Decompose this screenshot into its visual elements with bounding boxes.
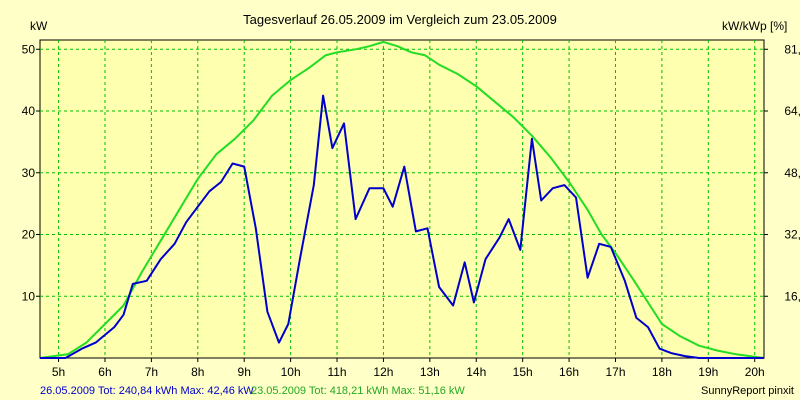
x-tick-label: 10h (281, 365, 301, 379)
y-tick-label-left: 30 (22, 166, 36, 180)
x-tick-label: 6h (98, 365, 111, 379)
x-tick-label: 5h (52, 365, 65, 379)
footer-credit: SunnyReport pinxit (701, 385, 794, 397)
y-tick-label-right: 16,2 (784, 289, 800, 303)
series-line-26052009 (40, 94, 764, 359)
x-tick-label: 19h (698, 365, 718, 379)
y-tick-label-right: 48,6 (784, 166, 800, 180)
series-line-23052009 (39, 40, 765, 359)
x-tick-label: 13h (420, 365, 440, 379)
y-tick-label-right: 81,1 (784, 42, 800, 56)
y-tick-label-left: 40 (22, 104, 36, 118)
series (39, 40, 765, 359)
x-tick-label: 11h (327, 365, 346, 379)
footer-series1-summary: 26.05.2009 Tot: 240,84 kWh Max: 42,46 kW (40, 385, 254, 397)
x-tick-label: 8h (191, 365, 204, 379)
axes: 5h 6h 7h 8h 9h 10h 11h 12h 13h 14h 15h 16h 17h 18h 19h… (22, 42, 800, 379)
plot-area (39, 39, 765, 359)
chart-title: Tagesverlauf 26.05.2009 im Vergleich zum… (243, 12, 557, 27)
y-tick-label-left: 50 (22, 42, 36, 56)
x-tick-label: 12h (373, 365, 393, 379)
y-tick-label-right: 32,4 (784, 228, 800, 242)
footer-series2-summary: 23.05.2009 Tot: 418,21 kWh Max: 51,16 kW (251, 385, 465, 397)
x-tick-label: 17h (605, 365, 625, 379)
y-tick-label-right: 64,9 (784, 104, 800, 118)
x-tick-label: 7h (145, 365, 158, 379)
x-tick-label: 18h (652, 365, 672, 379)
x-tick-label: 20h (745, 365, 765, 379)
x-tick-label: 15h (513, 365, 533, 379)
x-tick-label: 14h (466, 365, 486, 379)
x-tick-label: 9h (238, 365, 251, 379)
right-axis-unit: kW/kWp [%] (722, 19, 787, 33)
x-tick-label: 16h (559, 365, 579, 379)
y-tick-label-left: 20 (22, 228, 36, 242)
y-tick-label-left: 10 (22, 289, 36, 303)
left-axis-unit: kW (30, 19, 48, 33)
